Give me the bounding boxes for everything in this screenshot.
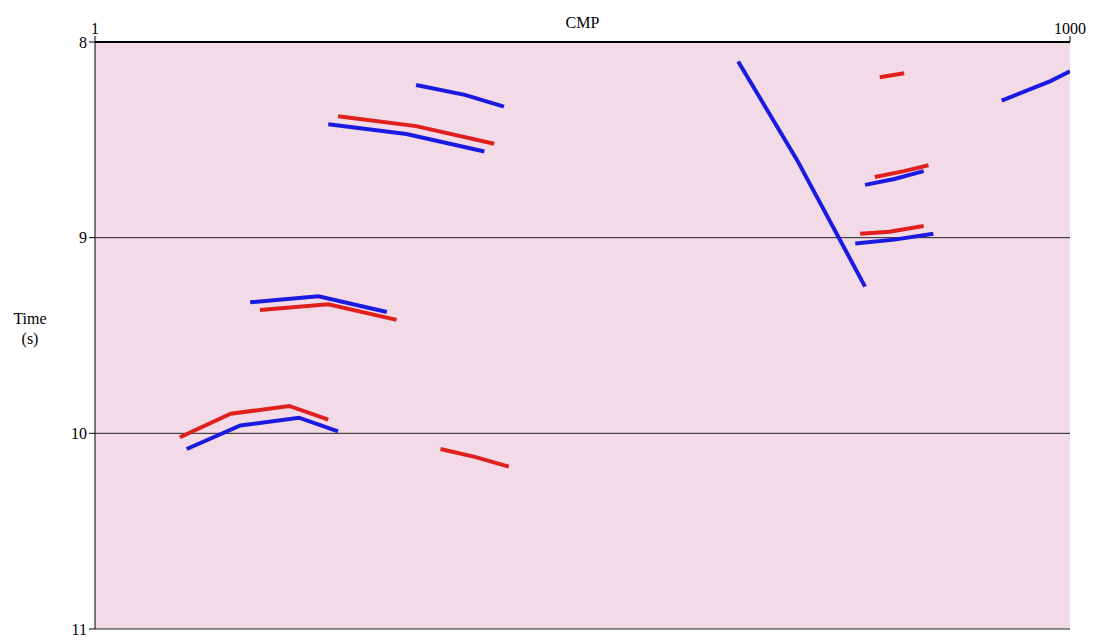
svg-text:1000: 1000 [1054,20,1086,37]
svg-text:8: 8 [79,34,87,51]
svg-text:1: 1 [91,20,99,37]
svg-text:9: 9 [79,229,87,246]
svg-text:10: 10 [71,425,87,442]
svg-text:11: 11 [72,621,87,638]
svg-text:Time(s): Time(s) [13,310,46,348]
svg-text:CMP: CMP [566,14,600,31]
